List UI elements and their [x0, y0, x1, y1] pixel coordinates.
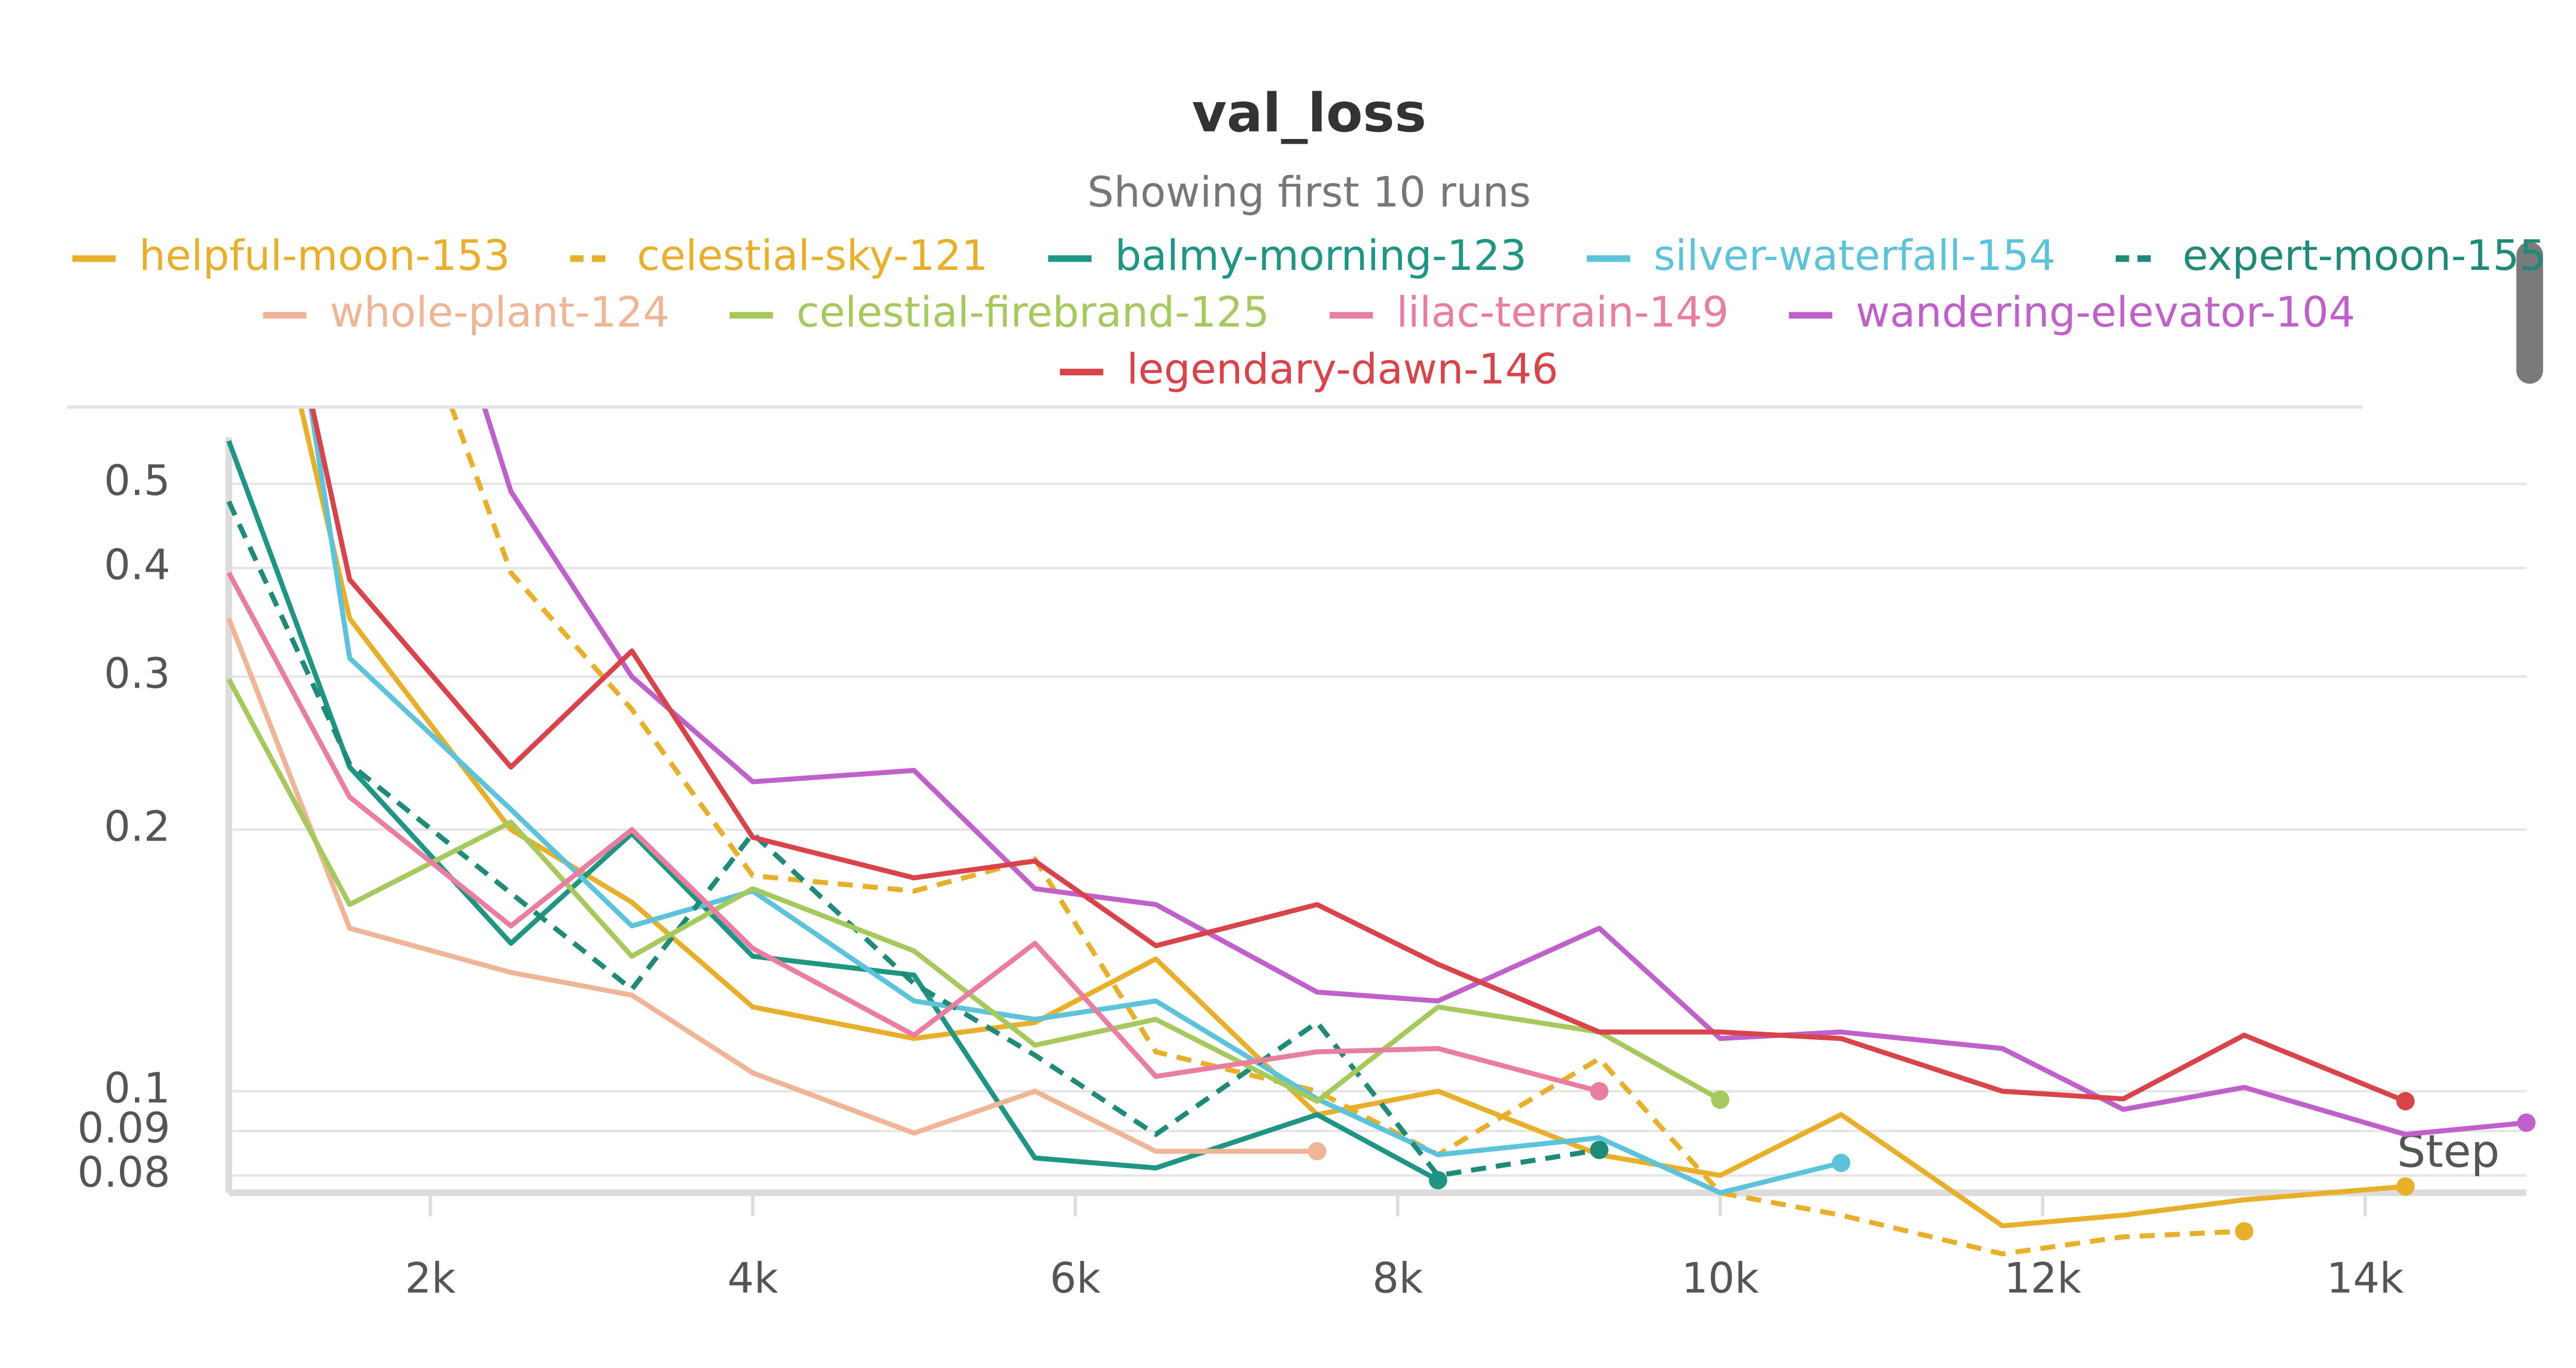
end-points	[1308, 1082, 2536, 1241]
series-line	[226, 678, 1722, 1104]
legend-label: celestial-firebrand-125	[796, 288, 1269, 337]
legend-item[interactable]: whole-plant-124	[263, 288, 670, 337]
chart-title: val_loss	[1192, 82, 1426, 144]
x-tick-label: 4k	[727, 1255, 778, 1303]
x-tick-label: 10k	[1682, 1255, 1759, 1303]
legend-item[interactable]: celestial-firebrand-125	[730, 288, 1269, 337]
series-line	[226, 571, 1600, 1094]
legend-item[interactable]: balmy-morning-123	[1048, 232, 1527, 280]
legend-label: celestial-sky-121	[637, 232, 988, 280]
end-point	[2517, 1113, 2536, 1132]
x-tick-label: 6k	[1050, 1255, 1101, 1303]
x-tick-label: 2k	[405, 1255, 456, 1303]
series-line	[226, 500, 1600, 1178]
series-line	[449, 408, 2245, 1257]
legend-item[interactable]: helpful-moon-153	[72, 232, 510, 280]
end-point	[2235, 1222, 2253, 1241]
legend-row: whole-plant-124 celestial-firebrand-125 li…	[263, 288, 2355, 337]
legend-item[interactable]: legendary-dawn-146	[1060, 345, 1558, 394]
scrollbar[interactable]	[2516, 242, 2544, 384]
legend-label: balmy-morning-123	[1115, 232, 1527, 280]
x-tick-label: 8k	[1372, 1255, 1423, 1303]
y-tick-label: 0.2	[104, 803, 171, 851]
end-point	[1832, 1154, 1851, 1172]
series-line	[310, 408, 2406, 1104]
x-tick-label: 12k	[2004, 1255, 2081, 1303]
legend-label: silver-waterfall-154	[1654, 232, 2056, 280]
y-tick-label: 0.5	[104, 457, 171, 505]
legend-label: whole-plant-124	[330, 288, 669, 337]
y-tick-label: 0.3	[104, 650, 171, 698]
legend-row: helpful-moon-153 celestial-sky-121 balmy-m…	[72, 232, 2546, 280]
end-point	[2396, 1177, 2415, 1196]
end-point	[1711, 1090, 1730, 1109]
end-point	[1590, 1140, 1608, 1159]
chart-subtitle: Showing first 10 runs	[1088, 168, 1531, 217]
end-point	[1308, 1142, 1327, 1160]
legend-item[interactable]: lilac-terrain-149	[1329, 288, 1729, 337]
legend-label: expert-moon-155	[2182, 232, 2546, 280]
legend: helpful-moon-153 celestial-sky-121 balmy-m…	[72, 232, 2546, 394]
series-line	[308, 408, 1842, 1195]
plot-lines	[226, 408, 2527, 1257]
axes: 0.080.090.1 0.2 0.3 0.4 0.5 2k 4k 6k 8k 10k 12k 14k…	[77, 437, 2527, 1303]
legend-label: helpful-moon-153	[139, 232, 510, 280]
legend-item[interactable]: celestial-sky-121	[570, 232, 988, 280]
legend-item[interactable]: silver-waterfall-154	[1586, 232, 2056, 280]
y-tick-label: 0.1	[104, 1065, 171, 1113]
y-tick-label: 0.09	[77, 1104, 170, 1153]
legend-label: legendary-dawn-146	[1127, 345, 1558, 394]
end-point	[2396, 1092, 2415, 1110]
series-line	[226, 440, 1439, 1183]
legend-row: legendary-dawn-146	[1060, 345, 1558, 394]
legend-item[interactable]: expert-moon-155	[2115, 232, 2546, 280]
series-line	[226, 617, 1317, 1154]
legend-item[interactable]: wandering-elevator-104	[1789, 288, 2355, 337]
legend-label: lilac-terrain-149	[1396, 288, 1728, 337]
legend-label: wandering-elevator-104	[1856, 288, 2355, 337]
y-tick-label: 0.4	[104, 541, 171, 590]
end-point	[1429, 1171, 1448, 1190]
x-tick-label: 14k	[2327, 1255, 2404, 1303]
end-point	[1590, 1082, 1608, 1101]
series-line	[482, 408, 2527, 1137]
y-tick-label: 0.08	[77, 1149, 170, 1197]
